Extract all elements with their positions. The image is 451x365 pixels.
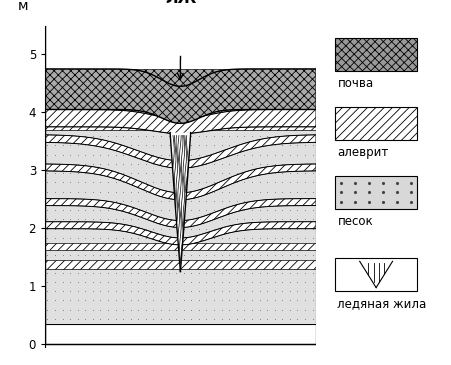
Bar: [45, 69, 316, 110]
Bar: [335, 107, 417, 140]
Text: почва: почва: [337, 77, 373, 91]
Bar: [45, 269, 316, 324]
Bar: [45, 110, 316, 130]
Bar: [45, 243, 316, 250]
Bar: [45, 69, 316, 110]
Bar: [45, 250, 316, 260]
Text: ЛЖ: ЛЖ: [165, 0, 196, 6]
Bar: [335, 176, 417, 209]
Text: м: м: [18, 0, 29, 13]
Text: песок: песок: [337, 215, 373, 228]
Text: алеврит: алеврит: [337, 146, 389, 160]
Bar: [335, 258, 417, 291]
Polygon shape: [360, 261, 392, 288]
Text: ледяная жила: ледяная жила: [337, 297, 427, 311]
Bar: [45, 324, 316, 344]
Polygon shape: [170, 132, 191, 272]
Bar: [335, 38, 417, 71]
Bar: [45, 130, 316, 243]
Bar: [45, 260, 316, 269]
